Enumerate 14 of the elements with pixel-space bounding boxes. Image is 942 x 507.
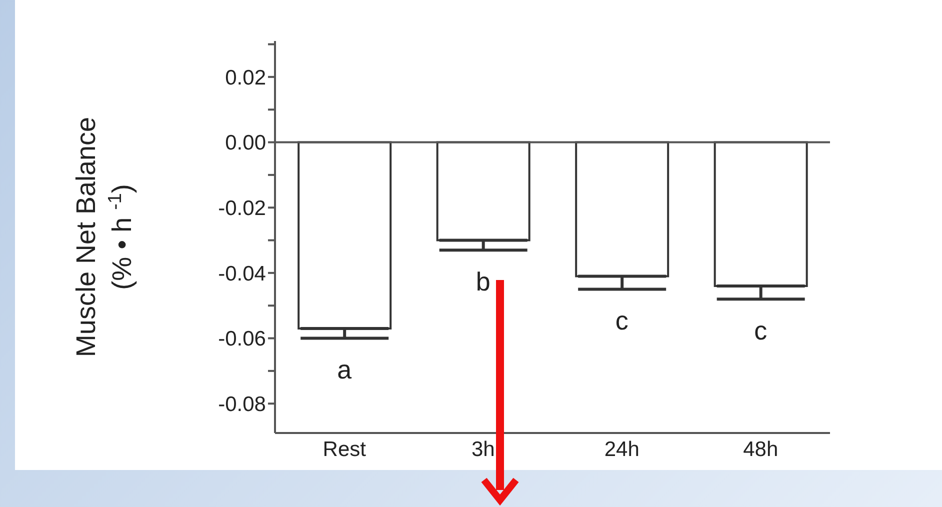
y-tick-label: -0.06 (218, 328, 266, 351)
x-tick-label: Rest (322, 438, 366, 461)
annotation: b (476, 266, 490, 297)
y-tick-label: 0.02 (225, 66, 266, 90)
annotation: a (337, 354, 352, 385)
x-tick-label: 24h (604, 438, 640, 461)
annotation: c (754, 316, 768, 346)
x-tick-label: 3h (471, 438, 495, 461)
y-tick-label: -0.02 (218, 197, 266, 220)
y-tick-label: -0.04 (218, 262, 266, 286)
y-tick-label: -0.08 (218, 393, 266, 416)
annotation: c (615, 306, 628, 336)
y-tick-label: 0.00 (225, 132, 266, 155)
x-tick-label: 48h (743, 438, 778, 461)
